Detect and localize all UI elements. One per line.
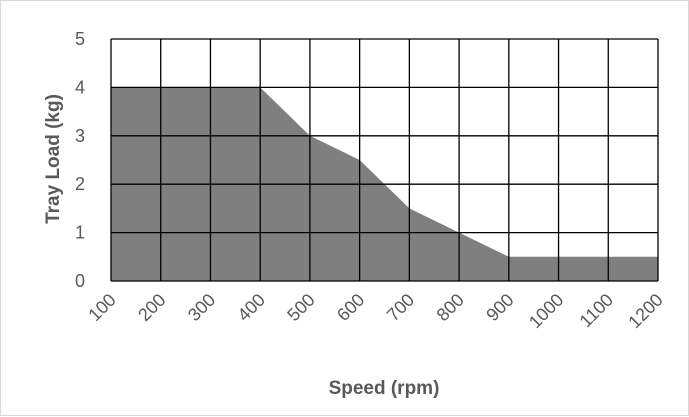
x-tick-label: 800 (433, 290, 468, 325)
x-tick-label: 1000 (525, 290, 567, 332)
y-axis-title: Tray Load (kg) (43, 94, 64, 224)
y-tick-label: 4 (75, 77, 85, 97)
y-tick-label: 0 (75, 271, 85, 291)
x-tick-label: 600 (333, 290, 368, 325)
x-tick-labels: 100 200 300 400 500 600 700 800 900 1000 1100 1200 (84, 290, 666, 332)
grid-layer (110, 38, 659, 282)
x-tick-label: 100 (84, 290, 119, 325)
y-tick-label: 2 (75, 174, 85, 194)
y-tick-label: 5 (75, 29, 85, 49)
x-tick-label: 200 (134, 290, 169, 325)
x-tick-label: 500 (283, 290, 318, 325)
x-tick-label: 1100 (576, 290, 618, 332)
x-tick-label: 300 (184, 290, 219, 325)
x-axis-title: Speed (rpm) (329, 378, 440, 399)
x-tick-label: 900 (482, 290, 517, 325)
x-tick-label: 700 (383, 290, 418, 325)
x-tick-label: 1200 (624, 290, 666, 332)
y-tick-labels: 0 1 2 3 4 5 (75, 29, 85, 291)
y-tick-label: 1 (75, 223, 85, 243)
x-tick-label: 400 (234, 290, 269, 325)
y-tick-label: 3 (75, 126, 85, 146)
